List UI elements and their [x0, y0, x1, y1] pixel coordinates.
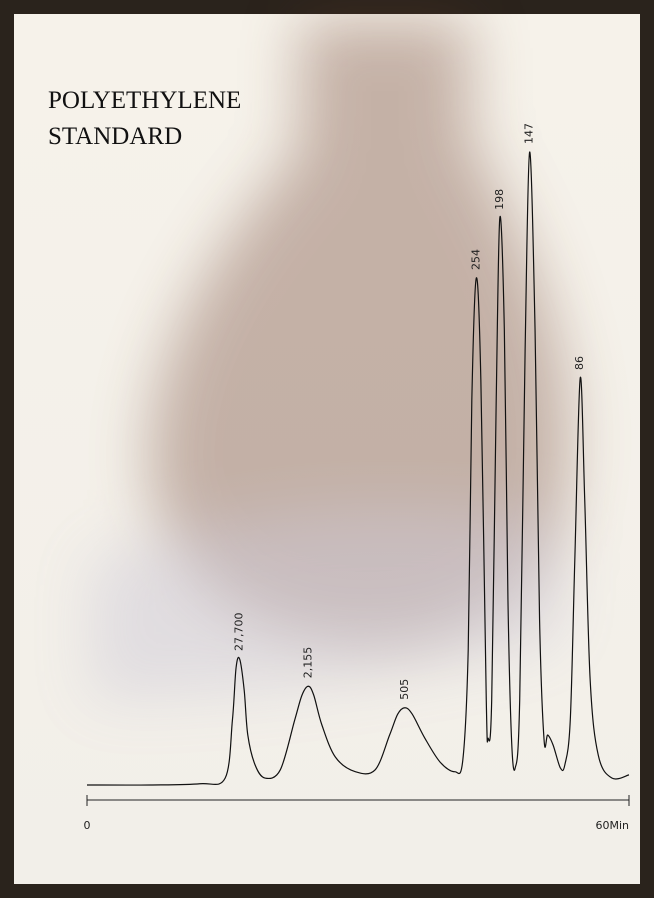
peak-label: 147	[523, 123, 536, 144]
background-flask	[90, 20, 570, 700]
plot: 0 60Min 27,700 2,155 505 254 198 147 86	[84, 123, 630, 832]
title-line: STANDARD	[48, 123, 182, 150]
x-tick-label: 60Min	[595, 819, 629, 832]
peak-label: 254	[469, 249, 482, 270]
chart-title: POLYETHYLENE STANDARD	[48, 87, 248, 150]
peak-label: 27,700	[233, 613, 246, 652]
title-line: POLYETHYLENE	[48, 87, 241, 114]
chromatogram-line	[86, 151, 630, 786]
peak-label: 505	[398, 679, 411, 700]
peak-label: 86	[573, 356, 586, 370]
x-tick-label: 0	[84, 819, 91, 832]
peak-label: 198	[493, 189, 506, 210]
peak-label: 2,155	[301, 647, 314, 679]
